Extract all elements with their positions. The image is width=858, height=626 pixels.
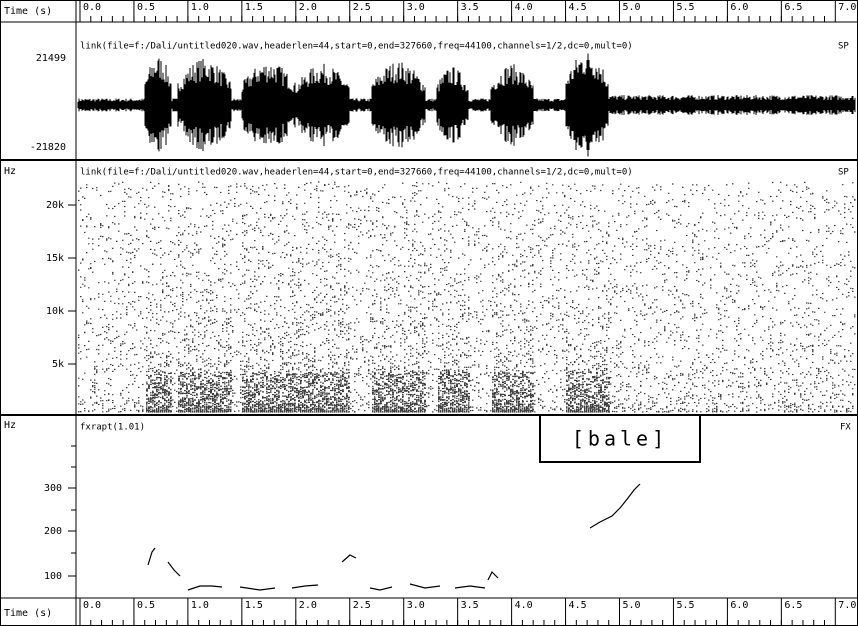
panel-tag: SP — [838, 42, 849, 52]
unit-label: Hz — [4, 420, 16, 431]
time-tick-label: 1.0 — [191, 2, 209, 13]
panel-tag: SP — [838, 168, 849, 178]
time-tick-label: 5.5 — [676, 2, 694, 13]
freq-tick-label: 5k — [52, 359, 64, 370]
time-tick-label: 2.0 — [299, 600, 317, 611]
unit-label: Hz — [4, 166, 16, 177]
panel-header: fxrapt(1.01) — [80, 423, 145, 433]
time-tick-label: 6.0 — [730, 600, 748, 611]
time-tick-label: 4.5 — [569, 2, 587, 13]
time-tick-label: 3.5 — [461, 2, 479, 13]
panel-tag: FX — [840, 423, 851, 433]
freq-tick-label: 20k — [46, 200, 64, 211]
freq-tick-label: 15k — [46, 253, 64, 264]
time-tick-label: 5.0 — [623, 2, 641, 13]
time-tick-label: 6.5 — [784, 2, 802, 13]
time-tick-label: 5.5 — [676, 600, 694, 611]
time-tick-label: 2.5 — [353, 600, 371, 611]
time-tick-label: 7.0 — [838, 600, 856, 611]
amplitude-label: 21499 — [36, 53, 66, 64]
panel-header: link(file=f:/Dali/untitled020.wav,header… — [80, 42, 633, 52]
page: Time (s) Time (s) link(file=f:/Dali/unti… — [0, 0, 858, 626]
time-tick-label: 4.0 — [515, 600, 533, 611]
pitch-tick-label: 200 — [44, 526, 62, 537]
axis-label: Time (s) — [4, 6, 52, 17]
panel-header: link(file=f:/Dali/untitled020.wav,header… — [80, 168, 633, 178]
time-tick-label: 0.5 — [137, 600, 155, 611]
time-tick-label: 0.5 — [137, 2, 155, 13]
time-tick-label: 1.5 — [245, 600, 263, 611]
screenshot: Time (s) Time (s) link(file=f:/Dali/unti… — [0, 0, 858, 626]
time-tick-label: 5.0 — [623, 600, 641, 611]
annotation: [bale] — [572, 427, 668, 451]
freq-tick-label: 10k — [46, 306, 64, 317]
time-tick-label: 1.5 — [245, 2, 263, 13]
time-tick-label: 3.0 — [407, 2, 425, 13]
pitch-tick-label: 100 — [44, 571, 62, 582]
time-tick-label: 0.0 — [83, 600, 101, 611]
time-tick-label: 2.5 — [353, 2, 371, 13]
time-tick-label: 7.0 — [838, 2, 856, 13]
time-tick-label: 2.0 — [299, 2, 317, 13]
background — [0, 0, 858, 626]
time-tick-label: 6.0 — [730, 2, 748, 13]
time-tick-label: 6.5 — [784, 600, 802, 611]
pitch-tick-label: 300 — [44, 483, 62, 494]
time-tick-label: 4.0 — [515, 2, 533, 13]
time-tick-label: 4.5 — [569, 600, 587, 611]
time-tick-label: 0.0 — [83, 2, 101, 13]
time-tick-label: 1.0 — [191, 600, 209, 611]
time-tick-label: 3.0 — [407, 600, 425, 611]
time-tick-label: 3.5 — [461, 600, 479, 611]
axis-label: Time (s) — [4, 608, 52, 619]
amplitude-label: -21820 — [30, 142, 66, 153]
